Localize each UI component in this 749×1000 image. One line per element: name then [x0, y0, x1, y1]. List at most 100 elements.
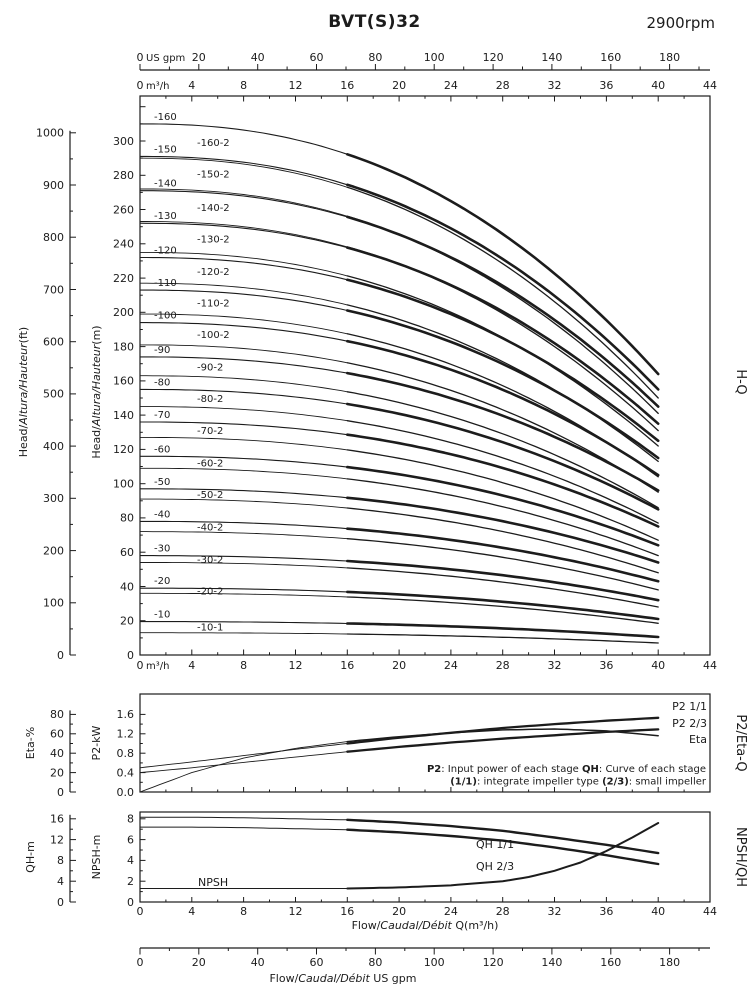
- curve-label: -20-2: [197, 586, 223, 597]
- gpm-tick-label: 40: [251, 956, 265, 969]
- curve--20-2-duty: [346, 596, 659, 624]
- curve--80-2-duty: [346, 420, 659, 524]
- curve--50-2-duty: [346, 507, 659, 574]
- flow-tick-label: 8: [240, 905, 247, 918]
- curve-P2 2/3-duty: [346, 728, 660, 753]
- curve-label: P2 1/1: [672, 700, 707, 713]
- curve--10-1: [139, 632, 348, 635]
- flow-tick-label: 24: [444, 79, 458, 92]
- p2-tick-label: 0.4: [117, 766, 135, 779]
- curve-label: -60: [154, 444, 170, 455]
- flow-tick-label: 20: [392, 79, 406, 92]
- note-line: P2: Input power of each stage QH: Curve …: [427, 764, 706, 775]
- curve-label: -160: [154, 112, 177, 123]
- curve--50: [139, 488, 348, 499]
- curve-label: -40-2: [197, 522, 223, 533]
- gpm-tick-label: 160: [600, 956, 621, 969]
- flow-tick-label: 40: [651, 79, 665, 92]
- npsh-tick-label: 2: [127, 875, 134, 888]
- curve--110-2: [139, 313, 348, 335]
- curve-label: -90: [154, 345, 170, 356]
- curve-label: -100: [154, 311, 177, 322]
- flow-tick-label: 44: [703, 659, 717, 672]
- flow-tick-label: 12: [289, 905, 303, 918]
- flow-tick-label: 16: [340, 79, 354, 92]
- qh-tick-label: 4: [57, 875, 64, 888]
- curve-QH 2/3-duty: [346, 828, 660, 866]
- curve-label: -100-2: [197, 330, 230, 341]
- flow-tick-label: 44: [703, 79, 717, 92]
- head-ft-tick-label: 500: [43, 388, 64, 401]
- curve-label: -40: [154, 509, 170, 520]
- flow-tick-label: 24: [444, 905, 458, 918]
- qh-tick-label: 0: [57, 896, 64, 909]
- flow-tick-label: 8: [240, 79, 247, 92]
- gpm-axis-title: Flow/Caudal/Débit US gpm: [269, 972, 416, 985]
- curve--10-duty: [346, 622, 660, 639]
- curve--30: [139, 555, 348, 562]
- curve-QH 1/1-duty: [346, 818, 660, 855]
- curve-label: -160-2: [197, 138, 230, 149]
- gpm-unit-label: US gpm: [146, 53, 185, 64]
- npsh-tick-label: 8: [127, 813, 134, 826]
- curve-NPSH-duty: [346, 822, 660, 890]
- curve--150-2: [139, 188, 348, 217]
- head-m-tick-label: 80: [120, 512, 134, 525]
- gpm-tick-label: 160: [600, 51, 621, 64]
- curve--30-2: [139, 562, 348, 569]
- flow-tick-label: 4: [188, 79, 195, 92]
- curve--150-duty: [346, 183, 660, 391]
- curve-label: -20: [154, 576, 170, 587]
- gpm-tick-label: 100: [424, 956, 445, 969]
- flow-unit-label: m³/h: [146, 661, 169, 672]
- npsh-tick-label: 4: [127, 854, 134, 867]
- curve--120: [139, 256, 348, 281]
- curve-Eta-duty: [346, 728, 659, 743]
- gpm-tick-label: 60: [310, 51, 324, 64]
- p2-axis-title: P2-kW: [90, 725, 103, 760]
- curve--120-duty: [346, 278, 660, 443]
- curve-label: P2 2/3: [672, 717, 707, 730]
- curve--60-2: [139, 467, 348, 480]
- note-line: (1/1): integrate impeller type (2/3): sm…: [450, 777, 707, 788]
- curve--160-2: [139, 157, 348, 188]
- flow-tick-label: 8: [240, 659, 247, 672]
- flow-tick-label: 28: [496, 79, 510, 92]
- curve--70-duty: [346, 433, 660, 528]
- page-title: BVT(S)32: [328, 12, 421, 32]
- flow-tick-label: 36: [599, 79, 613, 92]
- eta-tick-label: 40: [50, 747, 64, 760]
- curve--90-2: [139, 375, 348, 393]
- flow-tick-label: 12: [289, 659, 303, 672]
- curve-label: -10: [154, 610, 170, 621]
- curve-label: -130: [154, 211, 177, 222]
- curve-label: Eta: [689, 733, 707, 746]
- head-m-tick-label: 60: [120, 546, 134, 559]
- curve-label: -130-2: [197, 235, 230, 246]
- head-m-tick-label: 260: [113, 203, 134, 216]
- eta-axis-title: Eta-%: [24, 727, 37, 759]
- curve-label: -120: [154, 246, 177, 257]
- curve-P2 1/1: [139, 743, 348, 769]
- curve-label: -10-1: [197, 623, 223, 634]
- gpm-tick-label: 140: [541, 956, 562, 969]
- hq-right-label: H-Q: [733, 369, 748, 394]
- head-ft-tick-label: 100: [43, 597, 64, 610]
- gpm-tick-label: 120: [483, 956, 504, 969]
- head-ft-tick-label: 800: [43, 231, 64, 244]
- curve-label: -30: [154, 544, 170, 555]
- curve-label: -110: [154, 278, 177, 289]
- head-m-tick-label: 120: [113, 443, 134, 456]
- flow-tick-label: 28: [496, 659, 510, 672]
- flow-tick-label: 40: [651, 905, 665, 918]
- curve--140: [139, 190, 348, 218]
- curve-Eta: [139, 741, 348, 793]
- curve--140-duty: [346, 215, 660, 408]
- p2eta-right-label: P2/Eta-Q: [733, 714, 748, 771]
- rpm-label: 2900rpm: [646, 14, 715, 32]
- flow-tick-label: 32: [548, 79, 562, 92]
- curve--140-2: [139, 221, 348, 248]
- curve-label: -50-2: [197, 490, 223, 501]
- flow-tick-label: 40: [651, 659, 665, 672]
